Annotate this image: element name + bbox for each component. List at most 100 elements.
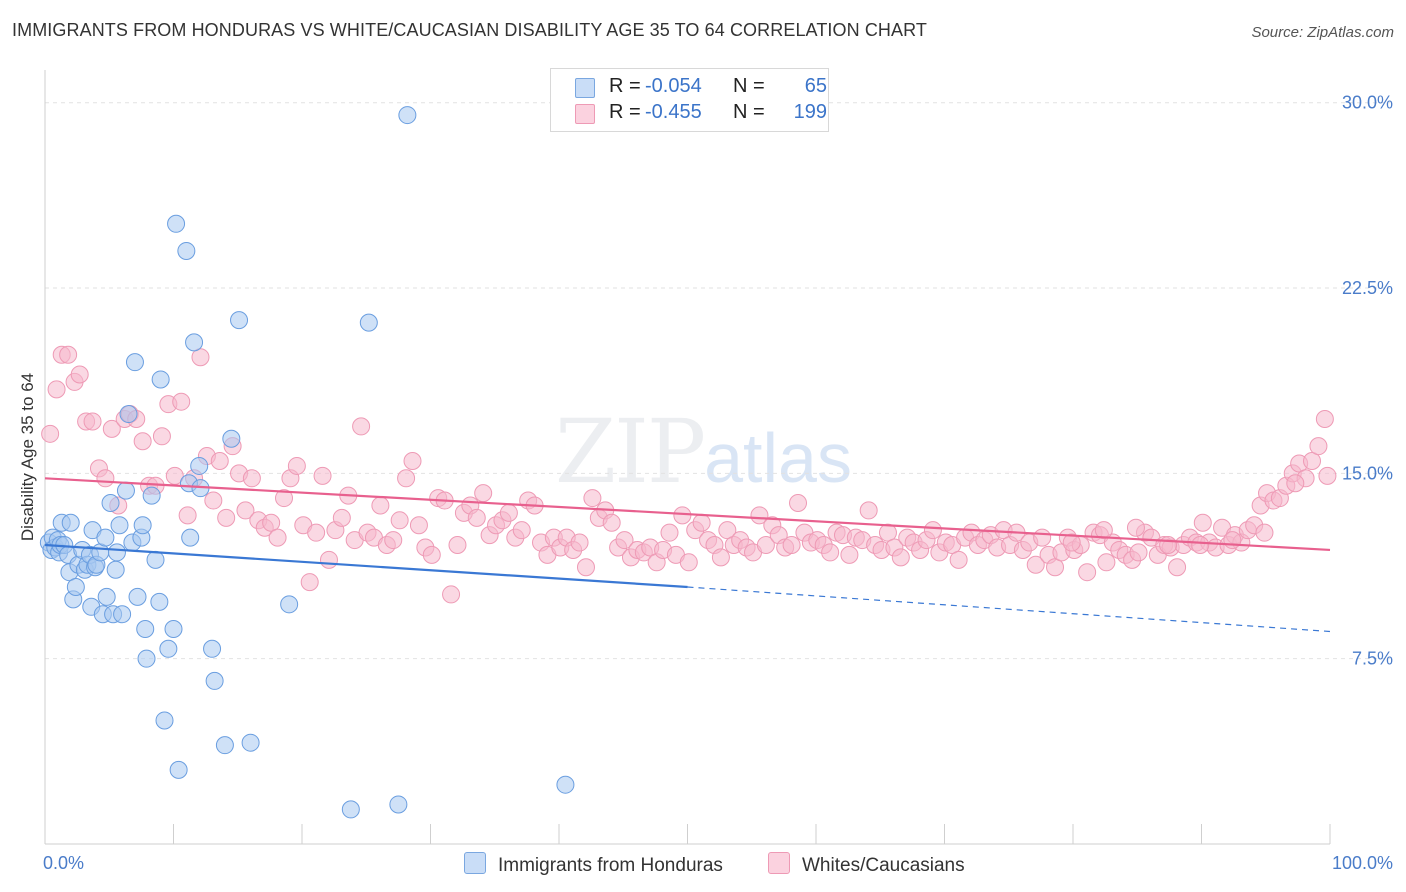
data-point-whites xyxy=(384,531,403,550)
data-point-honduras xyxy=(61,513,80,532)
legend-n-value: 199 xyxy=(793,101,827,123)
data-point-whites xyxy=(178,506,197,525)
data-point-whites xyxy=(718,521,737,540)
legend-r-value: -0.054 xyxy=(645,75,702,97)
data-point-whites xyxy=(512,521,531,540)
bottom-legend-swatch-honduras xyxy=(464,852,486,874)
legend-swatch-honduras xyxy=(575,78,595,98)
data-point-whites xyxy=(41,424,60,443)
data-point-honduras xyxy=(150,592,169,611)
data-point-honduras xyxy=(155,711,174,730)
trendline-whites xyxy=(44,477,1331,552)
data-point-whites xyxy=(242,469,261,488)
data-point-honduras xyxy=(101,494,120,513)
data-point-honduras xyxy=(128,587,147,606)
data-point-honduras xyxy=(398,106,417,125)
data-point-whites xyxy=(210,452,229,470)
data-point-whites xyxy=(923,521,942,540)
data-point-whites xyxy=(1223,531,1242,550)
data-point-honduras xyxy=(97,587,116,606)
data-point-whites xyxy=(83,412,102,431)
data-point-whites xyxy=(1191,536,1210,555)
data-point-whites xyxy=(711,548,730,567)
legend-n-value: 65 xyxy=(804,75,827,97)
data-point-whites xyxy=(1286,474,1305,493)
data-point-whites xyxy=(371,496,390,515)
y-tick-label: 7.5% xyxy=(1352,649,1393,669)
data-point-whites xyxy=(756,536,775,555)
x-tick-label: 0.0% xyxy=(43,853,84,873)
data-point-honduras xyxy=(169,760,188,779)
data-point-whites xyxy=(262,513,281,532)
data-point-whites xyxy=(59,345,78,364)
data-point-whites xyxy=(1097,553,1116,572)
source-label: Source: ZipAtlas.com xyxy=(1251,24,1394,41)
data-point-whites xyxy=(1168,558,1187,577)
watermark: ZIPatlas xyxy=(555,400,852,503)
data-point-honduras xyxy=(230,311,249,330)
data-point-honduras xyxy=(151,370,170,389)
data-point-whites xyxy=(1126,518,1145,537)
data-point-honduras xyxy=(222,429,241,448)
data-point-whites xyxy=(673,506,692,525)
y-axis-title: Disability Age 35 to 64 xyxy=(18,373,37,541)
data-point-whites xyxy=(268,528,287,547)
data-point-honduras xyxy=(116,481,135,500)
y-tick-label: 30.0% xyxy=(1342,93,1393,113)
data-point-whites xyxy=(442,585,461,604)
data-point-whites xyxy=(1309,437,1328,456)
data-point-honduras xyxy=(133,516,152,535)
data-point-whites xyxy=(319,550,338,569)
data-point-honduras xyxy=(359,313,378,332)
data-point-whites xyxy=(692,513,711,532)
data-point-honduras xyxy=(341,800,360,819)
legend-r-value: -0.455 xyxy=(645,101,702,123)
data-point-honduras xyxy=(146,550,165,569)
data-point-whites xyxy=(1159,536,1178,555)
x-tick-label: 100.0% xyxy=(1332,853,1393,873)
data-point-whites xyxy=(96,469,115,488)
data-point-whites xyxy=(204,491,223,510)
data-point-whites xyxy=(1033,528,1052,547)
legend-n-label: N = xyxy=(733,75,765,97)
data-point-honduras xyxy=(203,639,222,658)
data-point-whites xyxy=(275,489,294,508)
data-point-whites xyxy=(47,380,66,399)
data-point-whites xyxy=(217,508,236,527)
data-point-whites xyxy=(165,466,184,485)
data-point-whites xyxy=(70,365,89,384)
data-point-whites xyxy=(1193,513,1212,532)
data-point-honduras xyxy=(106,560,125,579)
data-point-whites xyxy=(1078,563,1097,582)
data-point-whites xyxy=(750,506,769,525)
data-point-whites xyxy=(467,508,486,527)
data-point-whites xyxy=(332,508,351,527)
data-point-whites xyxy=(499,503,518,522)
data-point-whites xyxy=(409,516,428,535)
data-point-whites xyxy=(821,543,840,562)
data-point-honduras xyxy=(137,649,156,668)
correlation-legend: R = -0.054 N = 65 R = -0.455 N = 199 xyxy=(550,68,829,132)
data-point-honduras xyxy=(389,795,408,814)
data-point-honduras xyxy=(119,405,138,424)
data-point-whites xyxy=(891,548,910,567)
data-point-whites xyxy=(390,511,409,530)
data-point-honduras xyxy=(190,456,209,475)
data-point-whites xyxy=(1255,523,1274,542)
data-point-whites xyxy=(313,466,332,485)
data-point-whites xyxy=(782,536,801,555)
data-point-whites xyxy=(133,432,152,451)
data-point-honduras xyxy=(66,578,85,597)
data-point-honduras xyxy=(177,241,196,260)
data-point-whites xyxy=(287,456,306,475)
bottom-legend-honduras[interactable]: Immigrants from Honduras xyxy=(464,852,723,877)
bottom-legend-whites[interactable]: Whites/Caucasians xyxy=(768,852,965,877)
data-point-whites xyxy=(102,419,121,438)
legend-n-label: N = xyxy=(733,101,765,123)
data-point-whites xyxy=(422,545,441,564)
data-point-whites xyxy=(236,501,255,520)
data-point-honduras xyxy=(159,639,178,658)
data-point-honduras xyxy=(107,543,126,562)
data-point-honduras xyxy=(280,595,299,614)
